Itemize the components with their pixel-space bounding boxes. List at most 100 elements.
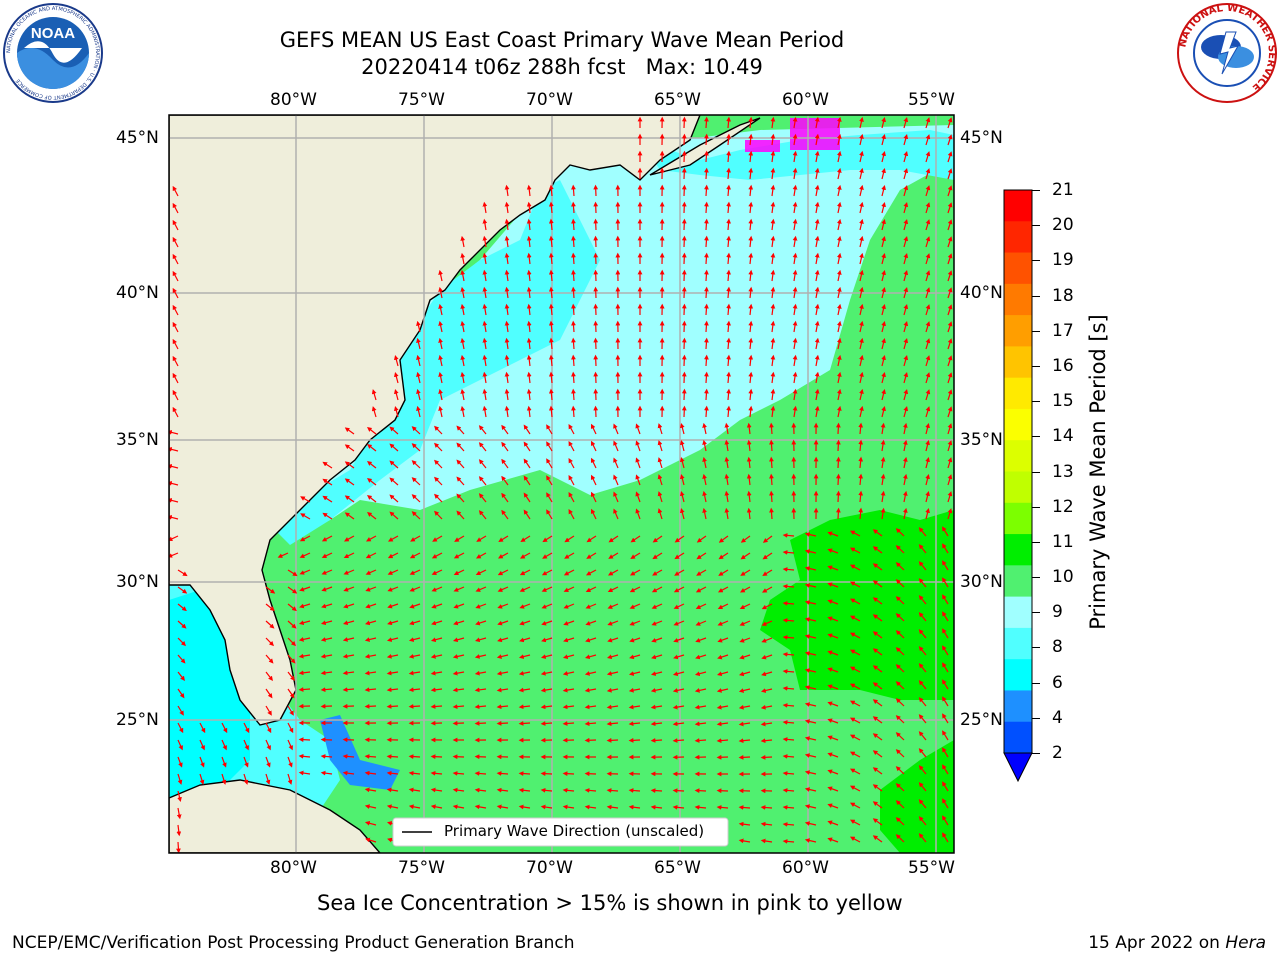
wave-direction-arrow xyxy=(760,688,773,693)
wave-direction-arrow xyxy=(947,270,953,282)
wave-direction-arrow xyxy=(546,475,553,486)
wave-direction-arrow xyxy=(287,637,296,647)
wave-direction-arrow xyxy=(367,495,377,503)
wave-direction-arrow xyxy=(497,603,509,609)
wave-direction-arrow xyxy=(629,569,641,576)
wave-direction-arrow xyxy=(321,586,333,592)
wave-direction-arrow xyxy=(746,439,752,452)
wave-direction-arrow xyxy=(571,354,576,367)
wave-direction-arrow xyxy=(746,473,752,486)
lat-label-left-45n: 45°N xyxy=(116,128,159,148)
wave-direction-arrow xyxy=(629,620,641,626)
wave-direction-arrow xyxy=(176,841,181,853)
wave-direction-arrow xyxy=(562,671,575,676)
wave-direction-arrow xyxy=(650,671,663,676)
wave-direction-arrow xyxy=(726,371,731,384)
wave-direction-arrow xyxy=(859,337,864,350)
colorbar-tick-mark xyxy=(1032,506,1040,508)
footer-host: Hera xyxy=(1225,933,1266,953)
wave-direction-arrow xyxy=(782,839,795,844)
wave-direction-arrow xyxy=(827,667,839,673)
wave-direction-arrow xyxy=(478,442,487,452)
wave-direction-arrow xyxy=(608,535,619,543)
wave-direction-arrow xyxy=(748,235,754,248)
wave-direction-arrow xyxy=(836,286,842,299)
wave-direction-arrow xyxy=(630,535,641,543)
wave-direction-arrow xyxy=(902,422,908,435)
wave-direction-arrow xyxy=(859,388,864,401)
lat-label-left-40n: 40°N xyxy=(116,283,159,303)
wave-direction-arrow xyxy=(541,569,553,576)
wave-direction-arrow xyxy=(571,337,576,350)
colorbar-tick-mark xyxy=(1032,647,1040,649)
wave-direction-arrow xyxy=(590,474,597,486)
wave-direction-arrow xyxy=(460,405,466,418)
wave-direction-arrow xyxy=(518,687,531,693)
wave-direction-arrow xyxy=(726,286,731,299)
wave-direction-arrow xyxy=(613,491,619,503)
wave-direction-arrow xyxy=(431,552,443,559)
wave-direction-arrow xyxy=(243,756,249,768)
wave-direction-arrow xyxy=(389,477,399,486)
wave-direction-arrow xyxy=(562,654,575,660)
wave-direction-arrow xyxy=(456,476,465,486)
wave-direction-arrow xyxy=(199,739,205,751)
wave-direction-arrow xyxy=(925,406,931,418)
wave-direction-arrow xyxy=(389,426,399,435)
wave-direction-arrow xyxy=(881,252,886,265)
wave-direction-arrow xyxy=(792,184,798,197)
wave-direction-arrow xyxy=(947,440,953,452)
wave-direction-arrow xyxy=(606,704,619,710)
wave-direction-arrow xyxy=(836,218,842,231)
wave-direction-arrow xyxy=(590,457,597,469)
wave-direction-arrow xyxy=(221,739,227,751)
wave-direction-arrow xyxy=(452,687,465,693)
wave-direction-arrow xyxy=(431,569,443,575)
wave-direction-arrow xyxy=(454,535,465,542)
wave-direction-arrow xyxy=(299,586,311,592)
wave-direction-arrow xyxy=(673,654,685,660)
wave-direction-arrow xyxy=(438,286,443,299)
wave-direction-arrow xyxy=(835,490,841,503)
wave-direction-arrow xyxy=(526,405,532,418)
wave-direction-arrow xyxy=(858,439,864,452)
wave-direction-arrow xyxy=(475,586,487,592)
wave-direction-arrow xyxy=(322,512,333,520)
wave-direction-arrow xyxy=(859,303,864,316)
wave-direction-arrow xyxy=(408,804,421,810)
wave-direction-arrow xyxy=(872,818,883,826)
wave-direction-arrow xyxy=(408,670,421,676)
wave-direction-arrow xyxy=(299,603,311,609)
wave-direction-arrow xyxy=(456,425,465,435)
wave-direction-arrow xyxy=(782,618,795,623)
wave-direction-arrow xyxy=(880,507,886,520)
wave-direction-arrow xyxy=(792,286,798,299)
wave-direction-arrow xyxy=(918,697,927,707)
wave-direction-arrow xyxy=(416,354,421,367)
wave-direction-arrow xyxy=(172,372,179,384)
wave-direction-arrow xyxy=(364,820,377,826)
wave-direction-arrow xyxy=(895,783,905,792)
wave-direction-arrow xyxy=(651,603,663,609)
wave-direction-arrow xyxy=(947,474,953,486)
wave-direction-arrow xyxy=(523,424,531,435)
wave-direction-arrow xyxy=(344,478,355,486)
wave-direction-arrow xyxy=(410,535,421,542)
wave-direction-arrow xyxy=(613,508,619,520)
wave-direction-arrow xyxy=(540,721,553,726)
wave-direction-arrow xyxy=(548,371,554,384)
wave-direction-arrow xyxy=(895,647,905,656)
wave-direction-arrow xyxy=(430,670,443,676)
wave-direction-arrow xyxy=(298,620,311,626)
wave-direction-arrow xyxy=(169,430,179,435)
wave-direction-arrow xyxy=(947,338,953,350)
wave-direction-arrow xyxy=(881,150,886,163)
wave-direction-arrow xyxy=(859,371,864,384)
wave-direction-arrow xyxy=(770,388,776,401)
wave-direction-arrow xyxy=(526,286,532,299)
wave-direction-arrow xyxy=(903,201,909,214)
wave-direction-arrow xyxy=(717,654,729,660)
wave-direction-arrow xyxy=(827,616,839,622)
wave-direction-arrow xyxy=(364,687,377,693)
